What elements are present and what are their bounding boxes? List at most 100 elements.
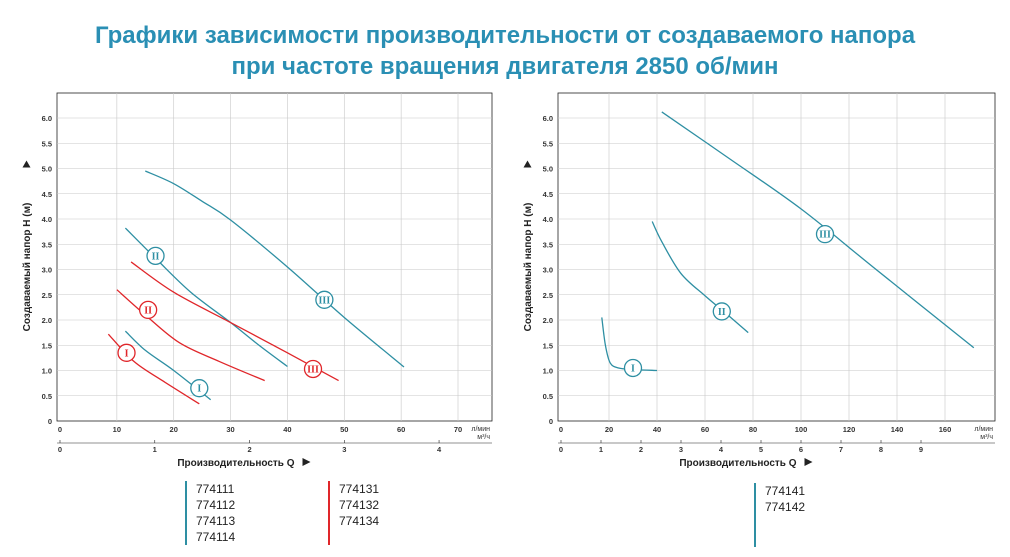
y-tick-label: 3.5 <box>42 240 52 249</box>
article-code: 774141 <box>765 484 806 498</box>
series-label: III <box>307 364 319 375</box>
article-code: 774142 <box>765 500 806 514</box>
article-code: 774114 <box>196 530 236 544</box>
y-tick-label: 6.0 <box>42 114 52 123</box>
article-code: 774131 <box>339 482 380 496</box>
x2-tick-label: 9 <box>919 445 923 454</box>
article-code: 774111 <box>196 482 235 496</box>
y-tick-label: 0.5 <box>543 392 553 401</box>
x-axis-title: Производительность Q <box>679 458 796 469</box>
series-marker-circle <box>303 359 323 379</box>
series-label: II <box>718 307 726 318</box>
y-tick-label: 5.5 <box>42 139 52 148</box>
x2-tick-label: 2 <box>639 445 643 454</box>
series-line-red-III <box>130 261 339 382</box>
series-label: II <box>152 251 160 262</box>
x-axis-title: Производительность Q <box>177 458 294 469</box>
series-label: I <box>125 348 129 359</box>
x-unit-label: л/мин <box>471 426 490 433</box>
y-axis-arrow-icon <box>22 160 31 168</box>
x2-tick-label: 1 <box>599 445 603 454</box>
y-tick-label: 3.0 <box>543 266 553 275</box>
x2-tick-label: 2 <box>247 445 251 454</box>
x-tick-label: 140 <box>891 425 904 434</box>
x2-tick-label: 3 <box>342 445 346 454</box>
series-line-red-I <box>107 333 200 405</box>
series-label: II <box>144 305 152 316</box>
series-marker-circle <box>138 300 158 320</box>
y-tick-label: 5.5 <box>543 139 553 148</box>
x-tick-label: 0 <box>559 425 563 434</box>
article-code: 774134 <box>339 514 380 528</box>
chart-2: 00.51.01.52.02.53.03.54.04.55.05.56.00 20… <box>523 92 996 469</box>
x-tick-label: 80 <box>749 425 757 434</box>
x-tick-label: 20 <box>605 425 613 434</box>
x2-tick-label: 6 <box>799 445 803 454</box>
series-label: I <box>197 384 201 395</box>
x2-tick-label: 5 <box>759 445 763 454</box>
series-marker-circle <box>712 302 731 321</box>
series-line-teal-II <box>651 221 749 334</box>
x2-tick-label: 4 <box>719 445 724 454</box>
y-tick-label: 4.5 <box>42 190 52 199</box>
article-code: 774112 <box>196 498 236 512</box>
plot-frame <box>557 92 996 422</box>
y-tick-label: 0 <box>48 417 52 426</box>
y-tick-label: 5.0 <box>543 165 553 174</box>
title-line-1: Графики зависимости производительности о… <box>94 22 916 49</box>
y-axis-title: Создаваемый напор Н (м) <box>22 203 33 332</box>
x-tick-label: 70 <box>454 425 462 434</box>
series-marker-circle <box>315 290 334 309</box>
y-tick-label: 1.5 <box>42 341 52 350</box>
y-tick-label: 3.0 <box>42 266 52 275</box>
x2-tick-label: 1 <box>153 445 157 454</box>
x2-tick-label: 0 <box>559 445 563 454</box>
plot-frame <box>56 92 493 422</box>
series-label: I <box>631 363 635 374</box>
x2-tick-label: 4 <box>437 445 442 454</box>
y-tick-label: 0 <box>549 417 553 426</box>
y-axis-arrow-icon <box>523 160 532 168</box>
x2-tick-label: 3 <box>679 445 683 454</box>
x-tick-label: 100 <box>795 425 808 434</box>
page-title: Графики зависимости производительности о… <box>0 20 1010 82</box>
x2-tick-label: 0 <box>58 445 62 454</box>
x2-unit-label: м³/ч <box>980 434 993 441</box>
x-tick-label: 30 <box>226 425 234 434</box>
y-tick-label: 4.0 <box>543 215 553 224</box>
series-label: III <box>319 295 331 306</box>
series-marker-circle <box>815 224 835 244</box>
x-tick-label: 20 <box>170 425 178 434</box>
y-tick-label: 0.5 <box>42 392 52 401</box>
series-marker-circle <box>623 358 643 378</box>
x-tick-label: 0 <box>58 425 62 434</box>
x-axis-arrow-icon <box>804 458 813 466</box>
x2-tick-label: 8 <box>879 445 883 454</box>
code-list-teal: 774111 774112 774113 774114 <box>185 481 235 545</box>
x-tick-label: 40 <box>653 425 661 434</box>
series-marker-circle <box>117 343 136 362</box>
series-label: III <box>819 230 831 241</box>
y-tick-label: 4.0 <box>42 215 52 224</box>
y-tick-label: 6.0 <box>543 114 553 123</box>
x-tick-label: 60 <box>397 425 405 434</box>
x-tick-label: 50 <box>340 425 348 434</box>
y-tick-label: 3.5 <box>543 240 553 249</box>
y-tick-label: 2.5 <box>42 291 52 300</box>
x2-tick-label: 7 <box>839 445 843 454</box>
y-tick-label: 1.0 <box>42 367 52 376</box>
series-line-red-II <box>116 289 265 382</box>
article-code: 774132 <box>339 498 380 512</box>
y-tick-label: 1.5 <box>543 341 553 350</box>
chart-1: 00.51.01.52.02.53.03.54.04.55.05.56.00 10… <box>22 92 493 469</box>
code-list-red: 774131 774132 774134 <box>328 481 379 545</box>
y-tick-label: 4.5 <box>543 190 553 199</box>
x2-unit-label: м³/ч <box>477 434 490 441</box>
x-tick-label: 160 <box>939 425 952 434</box>
x-axis-arrow-icon <box>302 458 311 466</box>
y-tick-label: 2.5 <box>543 291 553 300</box>
y-axis-title: Создаваемый напор Н (м) <box>523 203 534 332</box>
x-tick-label: 40 <box>283 425 291 434</box>
